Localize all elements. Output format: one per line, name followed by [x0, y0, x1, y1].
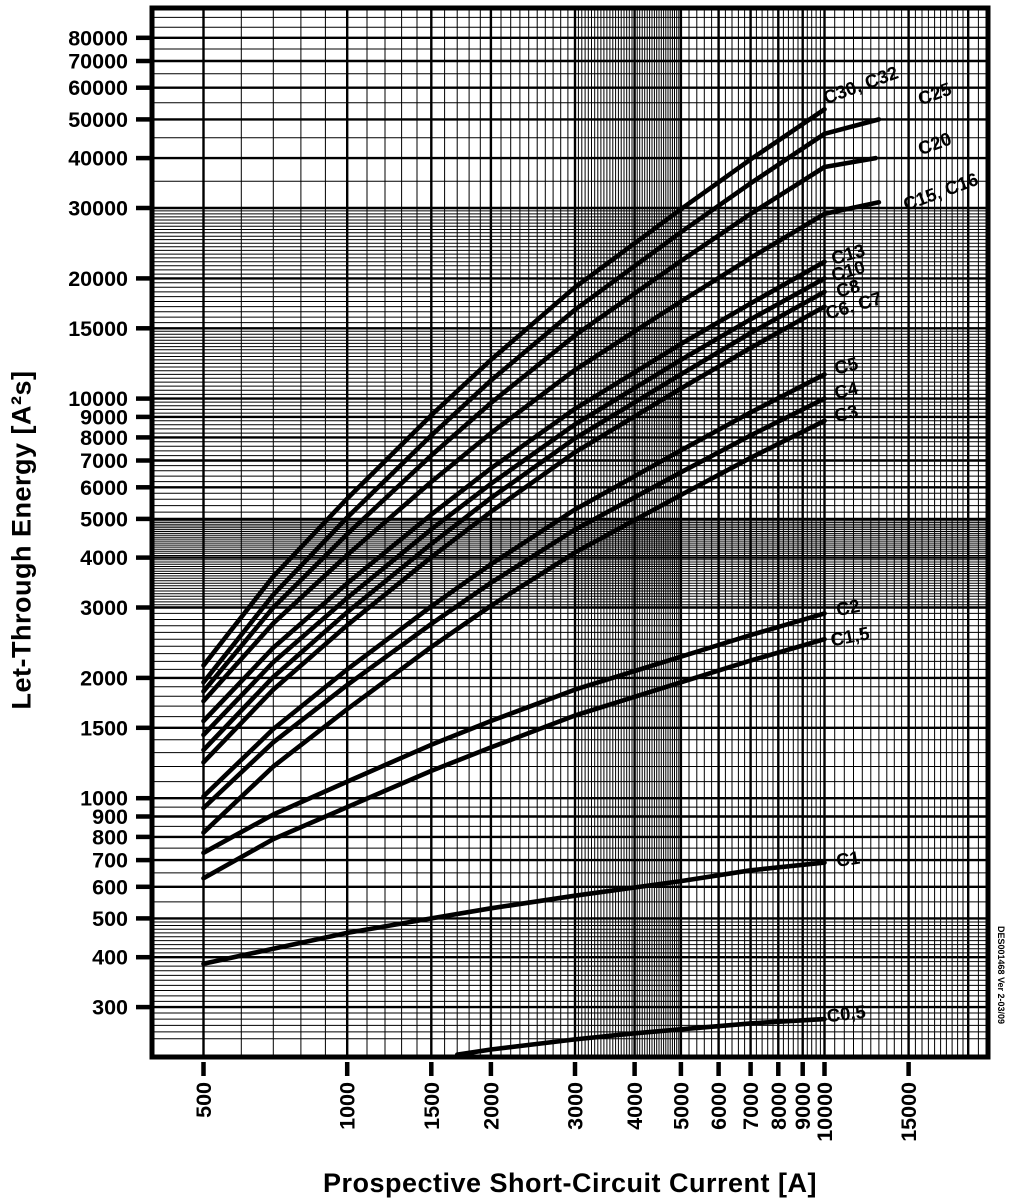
curve-c8: [201, 289, 827, 753]
y-tick-label-8000: 8000: [80, 426, 128, 450]
grid-minor: [152, 7, 989, 1057]
y-tick-label-15000: 15000: [68, 317, 128, 341]
doc-note: DES001468 Ver 2-03/09: [996, 925, 1006, 1025]
y-tick-label-5000: 5000: [80, 507, 128, 531]
x-tick-label-4000: 4000: [623, 1082, 647, 1130]
curve-c0-5: [454, 1016, 827, 1057]
x-tick-label-7000: 7000: [739, 1082, 763, 1130]
axis-ticks: [136, 35, 911, 1076]
curve-c20: [201, 155, 879, 694]
y-axis-title: Let-Through Energy [A²s]: [6, 370, 37, 710]
y-tick-label-400: 400: [92, 946, 128, 970]
x-tick-label-5000: 5000: [669, 1082, 693, 1130]
y-tick-label-30000: 30000: [68, 197, 128, 221]
x-tick-label-3000: 3000: [564, 1082, 588, 1130]
y-tick-label-20000: 20000: [68, 267, 128, 291]
curve-c30-c32: [201, 107, 827, 668]
curve-c13: [201, 259, 827, 724]
curve-c10: [201, 276, 827, 738]
curve-c3: [201, 418, 827, 835]
tick-labels: 500 1000 1500 2000 3000 4000 5000 6000 7000 8000 9…: [68, 26, 921, 1141]
curve-label-c1: C1: [835, 847, 862, 871]
y-tick-label-600: 600: [92, 875, 128, 899]
grid-major: [152, 8, 988, 1057]
x-tick-label-10000: 10000: [813, 1082, 837, 1142]
curve-c1-5: [201, 636, 827, 881]
x-tick-label-8000: 8000: [767, 1082, 791, 1130]
y-tick-label-1000: 1000: [80, 787, 128, 811]
y-tick-label-300: 300: [92, 996, 128, 1020]
y-tick-label-900: 900: [92, 805, 128, 829]
curves: [201, 107, 882, 1057]
y-tick-label-40000: 40000: [68, 147, 128, 171]
x-axis-title: Prospective Short-Circuit Current [A]: [322, 1168, 818, 1198]
x-tick-label-9000: 9000: [791, 1082, 815, 1130]
curve-c15-c16: [201, 200, 882, 704]
y-tick-label-4000: 4000: [80, 546, 128, 570]
curve-label-c20: C20: [915, 128, 954, 159]
y-tick-label-80000: 80000: [68, 26, 128, 50]
curve-c6-c7: [201, 304, 827, 765]
x-tick-label-2000: 2000: [479, 1082, 503, 1130]
x-tick-label-15000: 15000: [897, 1082, 921, 1142]
y-tick-label-60000: 60000: [68, 76, 128, 100]
curve-c1: [201, 860, 827, 967]
y-tick-label-10000: 10000: [68, 387, 128, 411]
y-tick-label-7000: 7000: [80, 449, 128, 473]
y-tick-label-70000: 70000: [68, 50, 128, 74]
x-tick-label-1500: 1500: [420, 1082, 444, 1130]
curve-label-c0-5: C0,5: [826, 1001, 867, 1027]
curve-c2: [201, 611, 827, 856]
y-tick-label-500: 500: [92, 907, 128, 931]
y-tick-label-6000: 6000: [80, 476, 128, 500]
y-tick-label-3000: 3000: [80, 596, 128, 620]
curve-label-c3: C3: [832, 400, 860, 426]
plot-border: [149, 5, 991, 1060]
curve-label-c25: C25: [915, 78, 954, 109]
y-tick-label-700: 700: [92, 849, 128, 873]
curve-c25: [201, 117, 882, 685]
x-tick-label-6000: 6000: [707, 1082, 731, 1130]
curve-c5: [201, 372, 827, 799]
x-tick-label-1000: 1000: [336, 1082, 360, 1130]
y-tick-label-1500: 1500: [80, 716, 128, 740]
y-tick-label-9000: 9000: [80, 405, 128, 429]
y-tick-label-2000: 2000: [80, 666, 128, 690]
y-tick-label-50000: 50000: [68, 108, 128, 132]
curve-c4: [201, 396, 827, 811]
curve-label-c30-c32: C30, C32: [820, 62, 901, 108]
y-tick-label-800: 800: [92, 825, 128, 849]
curve-label-c2: C2: [834, 595, 861, 620]
x-tick-label-500: 500: [192, 1082, 216, 1118]
